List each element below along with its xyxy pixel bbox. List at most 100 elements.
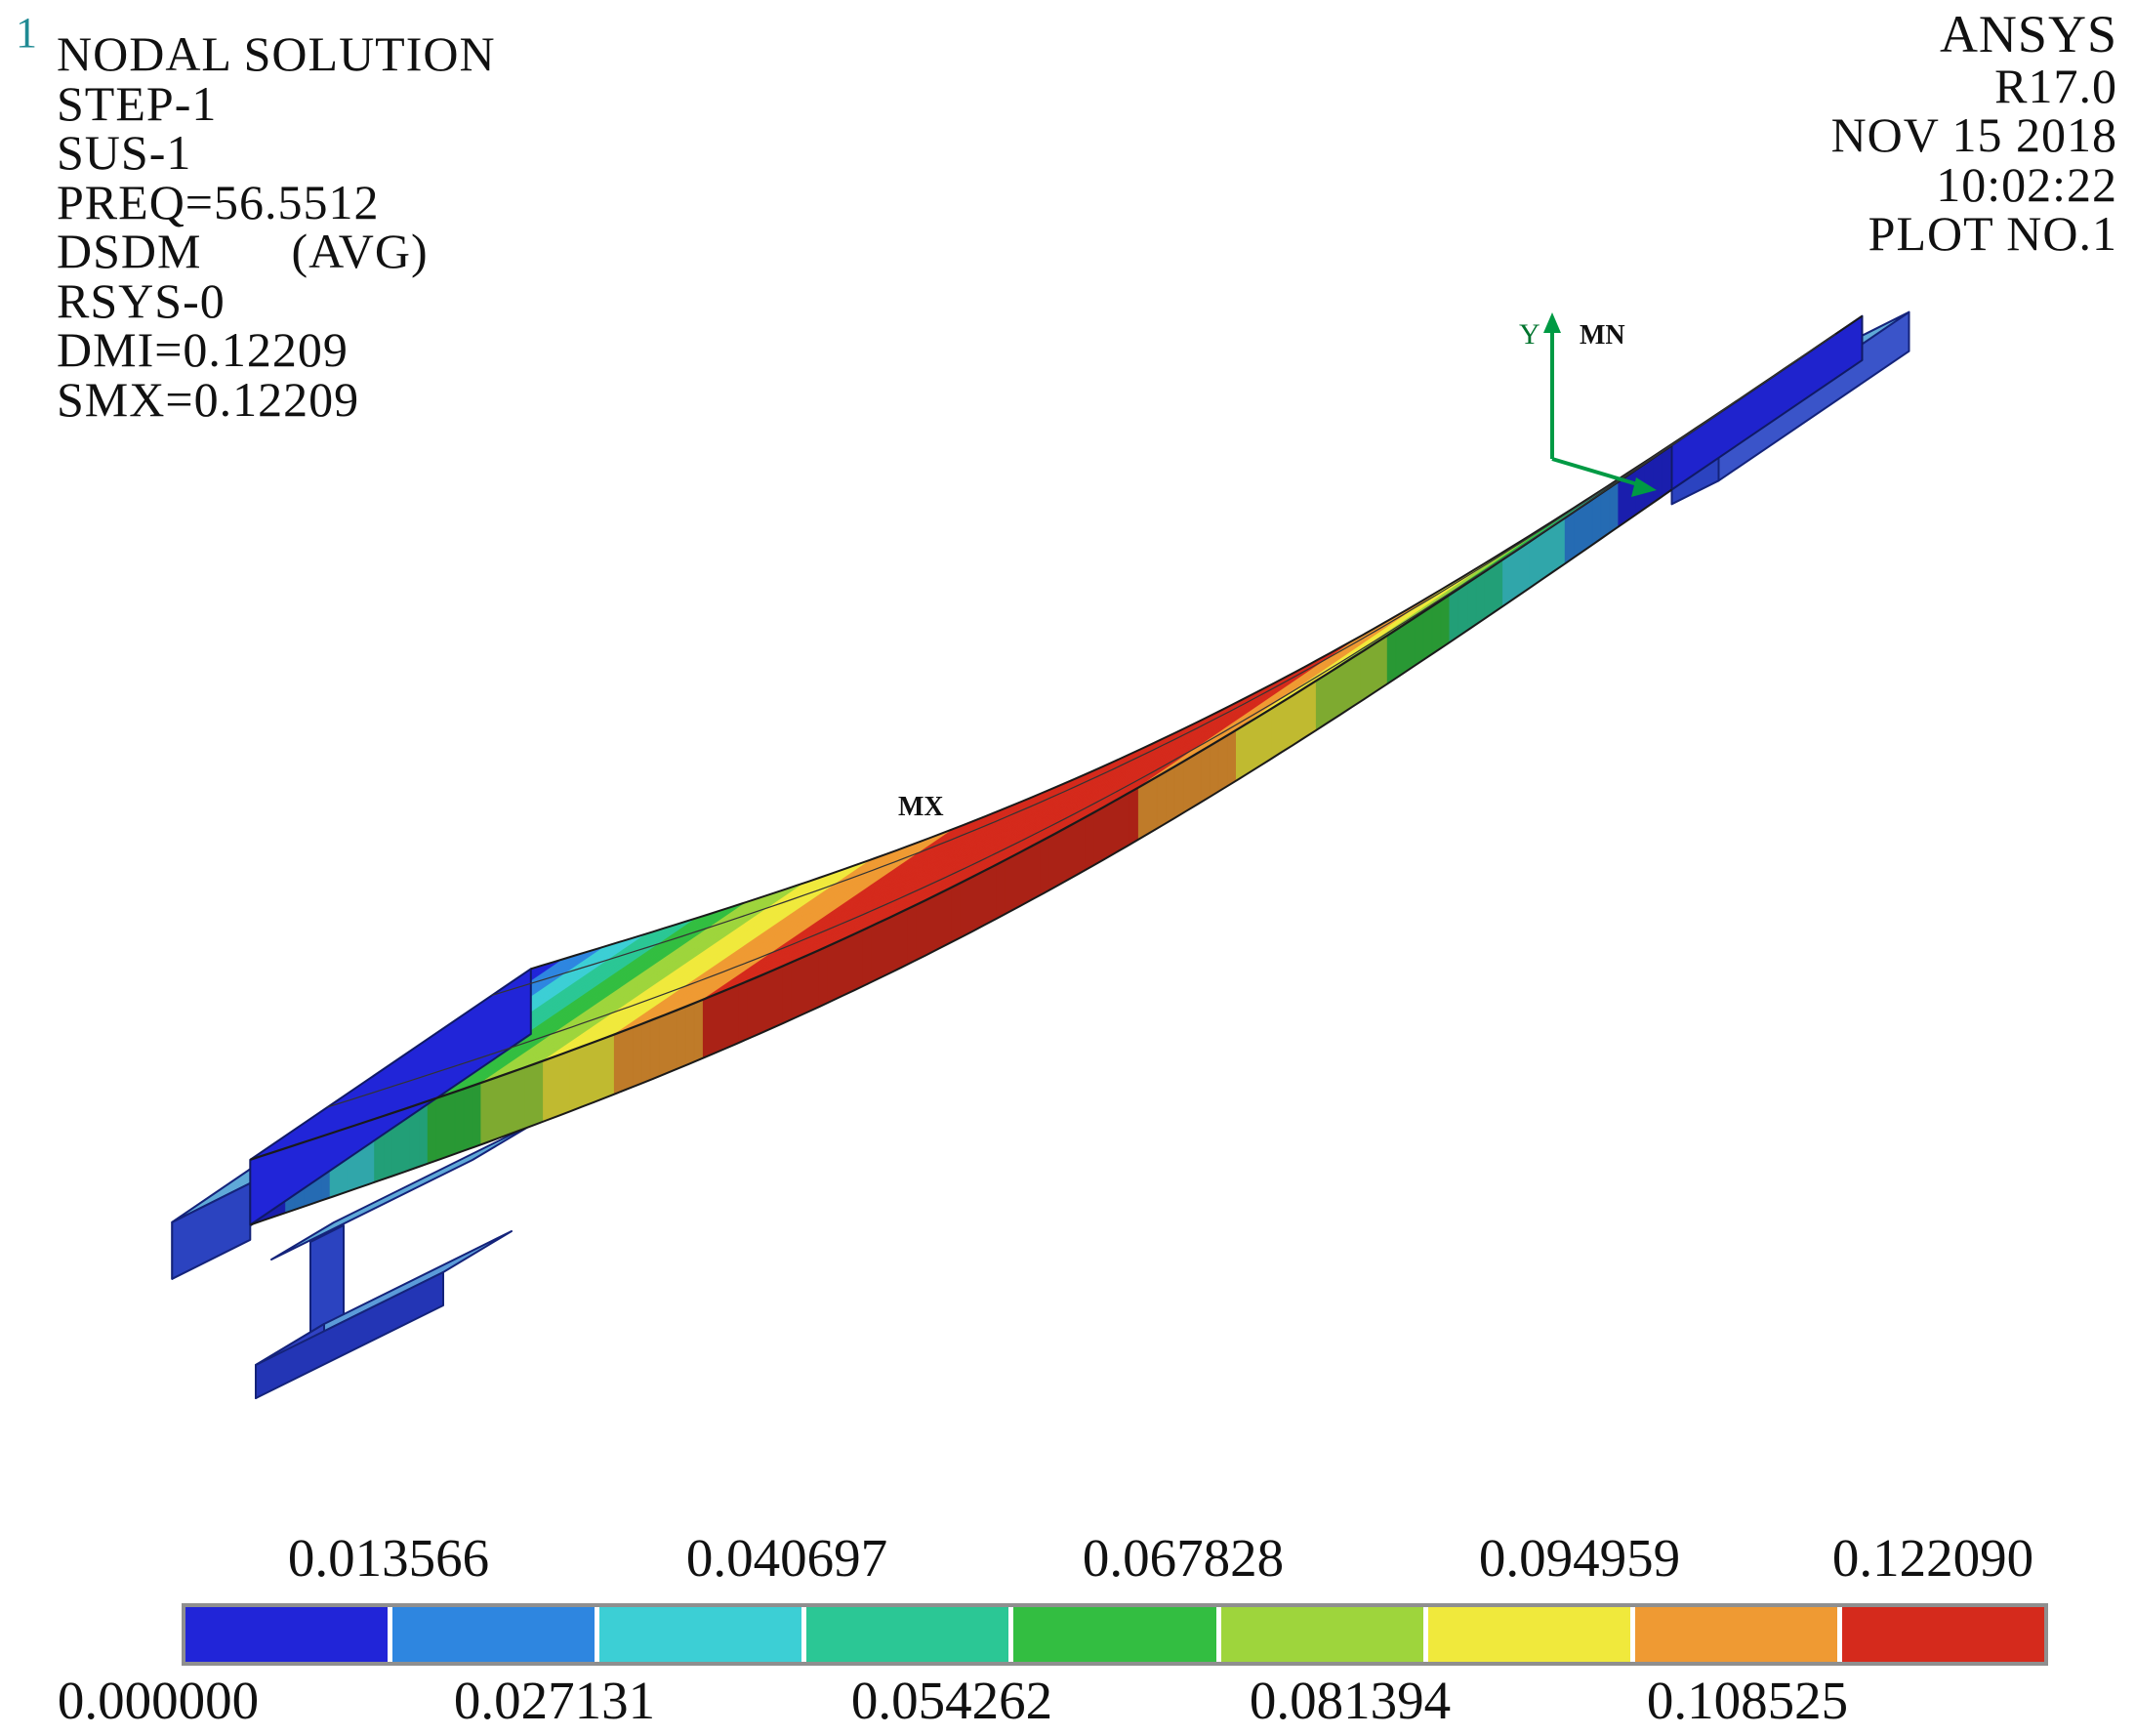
contour-band-side	[1165, 765, 1175, 824]
legend-label: 0.027131	[453, 1671, 656, 1730]
contour-band-side	[1200, 745, 1211, 804]
contour-band-side	[595, 1037, 606, 1102]
contour-band-side	[1289, 691, 1299, 748]
contour-band-side	[1271, 702, 1282, 760]
contour-band-side	[489, 1076, 500, 1142]
max-marker: MX	[898, 792, 944, 822]
contour-band-side	[613, 1030, 624, 1095]
contour-band-side	[1297, 685, 1308, 742]
contour-band-side	[507, 1069, 517, 1136]
contour-band-side	[1360, 646, 1371, 702]
contour-band-side	[1102, 802, 1113, 861]
contour-band-side	[1591, 493, 1602, 546]
contour-band-side	[543, 1056, 554, 1123]
contour-band-side	[933, 890, 944, 952]
contour-band-side	[524, 1063, 535, 1129]
contour-band-side	[889, 912, 900, 974]
contour-band-side	[1600, 487, 1611, 540]
contour-band-side	[498, 1072, 509, 1138]
contour-band-side	[1236, 723, 1247, 781]
legend-color-segment	[1634, 1607, 1837, 1662]
contour-band-side	[1076, 816, 1087, 876]
contour-band-side	[1120, 792, 1130, 850]
contour-band-side	[1048, 831, 1059, 890]
contour-band-side	[756, 972, 766, 1036]
contour-band-side	[1209, 740, 1219, 798]
contour-band-side	[1422, 605, 1433, 661]
contour-band-side	[1529, 535, 1540, 589]
legend-color-segment	[1013, 1607, 1216, 1662]
contour-band-side	[827, 941, 838, 1004]
legend-label: 0.122090	[1831, 1528, 2034, 1588]
solution-quantity-line: DSDM (AVG)	[57, 227, 496, 276]
solution-title: NODAL SOLUTION	[57, 26, 496, 81]
contour-band-side	[1644, 457, 1655, 509]
contour-band-side	[1182, 756, 1193, 814]
contour-band-side	[1280, 696, 1291, 754]
contour-band-side	[587, 1040, 597, 1105]
contour-band-side	[712, 991, 722, 1055]
contour-band-side	[1431, 599, 1442, 655]
legend-color-segment	[1841, 1607, 2044, 1662]
contour-band-side	[1191, 750, 1202, 808]
beam-contour-bands	[249, 315, 1863, 1225]
contour-band-side	[569, 1047, 580, 1112]
contour-band-side	[454, 1088, 465, 1155]
contour-band-side	[1147, 776, 1158, 835]
contour-band-side	[1031, 841, 1042, 900]
contour-band-side	[764, 969, 775, 1032]
contour-band-side	[649, 1016, 660, 1081]
contour-band-side	[435, 1095, 446, 1161]
contour-band-side	[978, 868, 989, 929]
contour-band-side	[987, 864, 998, 925]
solution-quantity: DSDM	[57, 224, 202, 278]
contour-band-side	[552, 1054, 562, 1119]
plot-number: PLOT NO.1	[1868, 206, 2117, 262]
contour-band-side	[1662, 444, 1672, 497]
session-info-block: ANSYS R17.0 NOV 15 2018 10:02:22 PLOT NO…	[1831, 8, 2117, 259]
solution-substep: SUS-1	[57, 125, 192, 180]
legend-label: 0.040697	[685, 1528, 888, 1588]
contour-band-side	[684, 1002, 695, 1066]
contour-band-side	[1262, 707, 1273, 765]
solution-rsys: RSYS-0	[57, 272, 226, 328]
contour-band-side	[1564, 511, 1575, 564]
left-support-front-face	[171, 1181, 252, 1280]
contour-band-side	[693, 999, 704, 1062]
contour-band-side	[1395, 623, 1406, 679]
contour-band-side	[729, 984, 740, 1048]
contour-band-side	[1058, 826, 1069, 886]
triad-x-axis	[1551, 457, 1645, 488]
contour-band-side	[773, 965, 784, 1028]
contour-band-side	[1386, 629, 1397, 684]
girder-bottom-flange-front	[255, 1271, 444, 1399]
legend-color-segment	[1427, 1607, 1630, 1662]
beam-longitudinal-line	[327, 409, 1725, 1108]
triad-x-arrow-icon	[1631, 477, 1657, 497]
solution-dmx: DMI=0.12209	[57, 322, 349, 377]
app-name: ANSYS	[1939, 5, 2117, 63]
contour-band-side	[1217, 734, 1228, 793]
legend-color-segment	[392, 1607, 595, 1662]
contour-band-side	[844, 933, 855, 995]
contour-band-side	[1377, 635, 1388, 690]
solution-info-block: NODAL SOLUTION STEP-1 SUS-1 PREQ=56.5512…	[57, 29, 496, 424]
app-version: R17.0	[1994, 58, 2117, 113]
beam-front-bottom-edge	[249, 488, 1673, 1226]
beam-back-top-edge	[530, 314, 1864, 971]
contour-band-side	[1040, 836, 1050, 895]
contour-band-side	[924, 895, 935, 957]
contour-band-side	[1555, 517, 1566, 570]
contour-band-side	[720, 987, 731, 1052]
contour-band-side	[472, 1082, 482, 1148]
contour-band-side	[951, 882, 962, 943]
contour-band-side	[560, 1050, 571, 1116]
contour-band-side	[640, 1019, 651, 1085]
contour-band-side	[1245, 719, 1255, 776]
contour-band-side	[881, 917, 891, 978]
contour-band-side	[1342, 657, 1353, 714]
contour-band-side	[818, 945, 829, 1008]
contour-band-side	[1005, 854, 1015, 915]
contour-band-side	[1173, 761, 1184, 819]
